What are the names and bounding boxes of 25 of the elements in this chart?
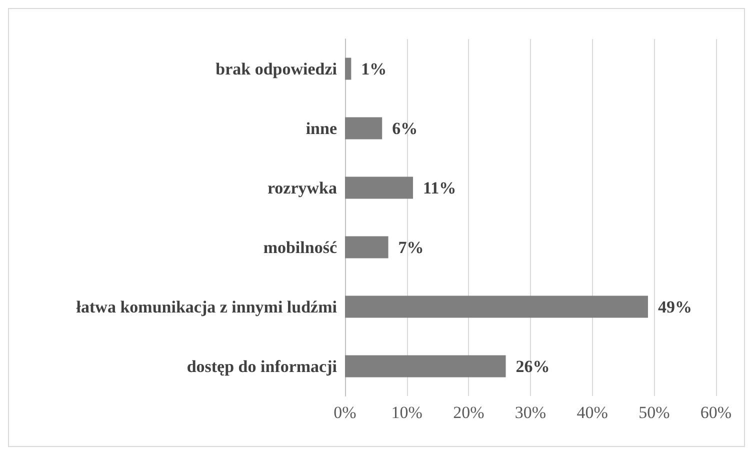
data-label: 1% (361, 59, 387, 78)
y-tick-label: rozrywka (267, 178, 338, 198)
y-tick-label: mobilność (263, 238, 338, 257)
bar (345, 117, 382, 140)
bar (345, 58, 352, 80)
x-tick-label: 60% (700, 403, 732, 422)
x-tick-label: 50% (638, 403, 670, 422)
x-tick-label: 0% (334, 403, 356, 422)
data-label: 26% (516, 356, 550, 376)
bar (345, 236, 388, 258)
bar (345, 176, 414, 199)
data-label: 11% (423, 178, 456, 198)
data-label: 49% (658, 297, 692, 316)
y-tick-label: brak odpowiedzi (216, 59, 338, 78)
bar (345, 296, 648, 318)
y-tick-label: dostęp do informacji (186, 356, 338, 376)
x-tick-label: 20% (453, 403, 484, 422)
y-tick-label: inne (306, 118, 338, 138)
bar (345, 355, 506, 378)
x-tick-label: 10% (391, 403, 422, 422)
x-tick-label: 30% (514, 403, 546, 422)
y-tick-label: łatwa komunikacja z innymi ludźmi (76, 297, 338, 316)
data-label: 7% (398, 238, 424, 257)
x-tick-label: 40% (576, 403, 608, 422)
data-label: 6% (392, 118, 418, 138)
